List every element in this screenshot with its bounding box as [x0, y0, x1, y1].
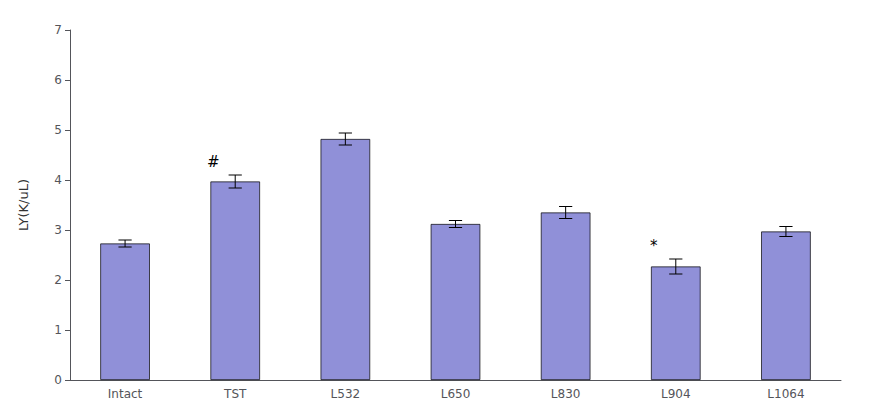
- svg-text:6: 6: [54, 73, 62, 87]
- svg-text:TST: TST: [223, 387, 247, 401]
- svg-text:*: *: [650, 237, 658, 255]
- svg-text:0: 0: [54, 373, 62, 387]
- svg-text:5: 5: [54, 123, 62, 137]
- svg-text:Intact: Intact: [108, 387, 143, 401]
- svg-text:L650: L650: [441, 387, 471, 401]
- svg-text:3: 3: [54, 223, 62, 237]
- svg-text:7: 7: [54, 23, 62, 37]
- svg-text:L532: L532: [331, 387, 361, 401]
- svg-text:1: 1: [54, 323, 62, 337]
- svg-text:LY(K/uL): LY(K/uL): [16, 179, 31, 231]
- svg-text:L904: L904: [661, 387, 691, 401]
- svg-text:L1064: L1064: [767, 387, 804, 401]
- svg-text:L830: L830: [551, 387, 581, 401]
- svg-text:4: 4: [54, 173, 62, 187]
- svg-text:#: #: [207, 153, 220, 171]
- svg-text:2: 2: [54, 273, 62, 287]
